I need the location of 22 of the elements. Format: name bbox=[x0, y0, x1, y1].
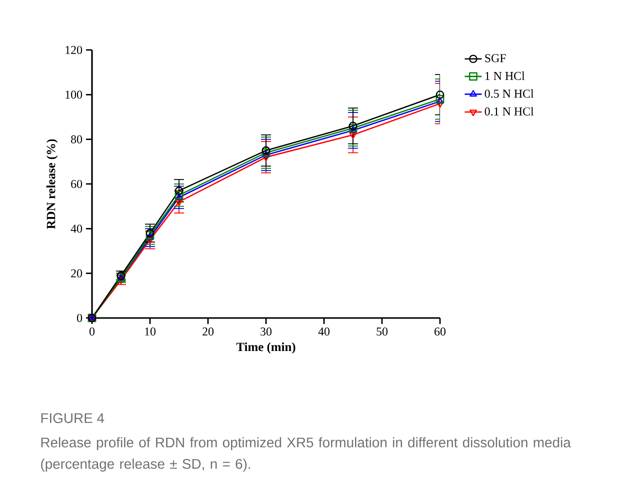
y-tick-label: 100 bbox=[66, 90, 82, 99]
text: FIGURE 4 bbox=[41, 413, 104, 424]
x-axis-title: Time (min) bbox=[236, 342, 296, 354]
legend-label: 1 N HCl bbox=[485, 72, 525, 80]
legend-label: 0.1 N HCl bbox=[484, 107, 534, 116]
y-tick-label: 20 bbox=[71, 269, 82, 278]
y-tick-label: 80 bbox=[71, 135, 82, 144]
y-tick-label: 0 bbox=[76, 314, 82, 322]
y-tick-label: 120 bbox=[66, 46, 82, 54]
x-tick-label: 50 bbox=[376, 327, 388, 336]
x-tick-label: 40 bbox=[318, 327, 330, 336]
y-tick-label: 40 bbox=[70, 224, 82, 233]
x-tick-label: 20 bbox=[202, 327, 214, 336]
y-tick-label: 60 bbox=[71, 180, 82, 188]
legend-label: SGF bbox=[485, 54, 506, 62]
legend-label: 0.5 N HCl bbox=[484, 89, 534, 98]
x-tick-label: 30 bbox=[260, 327, 272, 336]
x-tick-label: 0 bbox=[89, 327, 95, 336]
text: Release profile of RDN from optimized XR5 formulation in different dissolution media (percentage release ± SD, n = 6). bbox=[41, 437, 571, 472]
y-axis-title: RDN release (%) bbox=[46, 139, 58, 229]
x-tick-label: 60 bbox=[434, 327, 446, 336]
x-tick-label: 10 bbox=[145, 327, 156, 336]
